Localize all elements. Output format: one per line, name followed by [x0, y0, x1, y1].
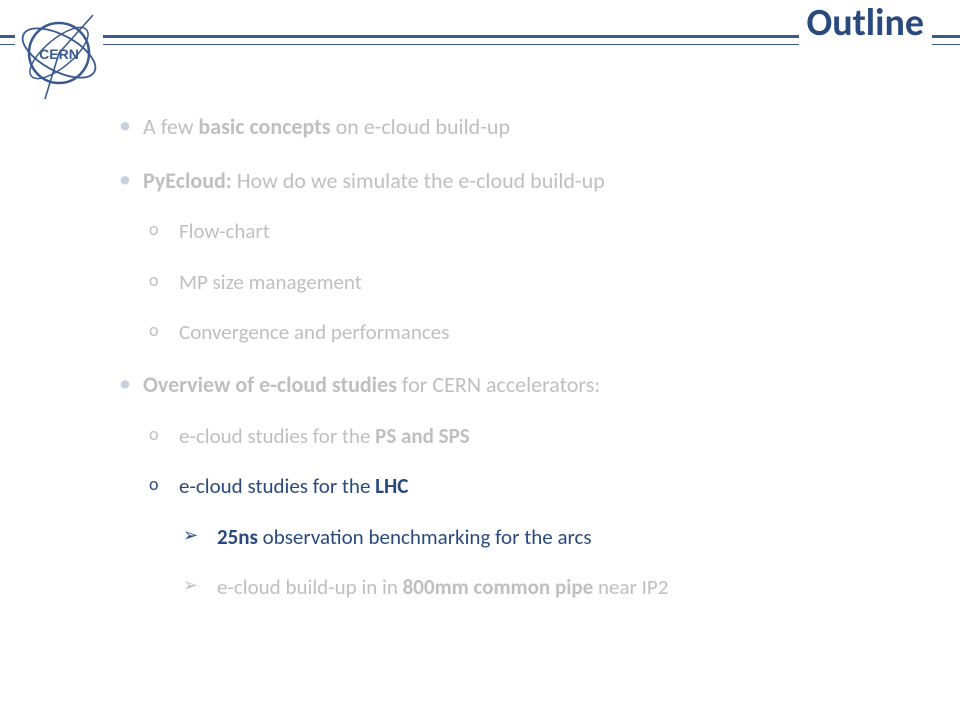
- sub-convergence: Convergence and performances: [143, 318, 920, 346]
- svg-text:CERN: CERN: [39, 46, 79, 62]
- sub-flowchart: Flow-chart: [143, 217, 920, 245]
- outline-content: A few basic concepts on e-cloud build-up…: [115, 112, 920, 625]
- subsub-800mm: e-cloud build-up in in 800mm common pipe…: [179, 573, 920, 601]
- slide-title: Outline: [799, 0, 932, 46]
- bullet-basic-concepts: A few basic concepts on e-cloud build-up: [115, 112, 920, 142]
- bullet-pyecloud: PyEcloud: How do we simulate the e-cloud…: [115, 166, 920, 347]
- cern-logo: CERN: [15, 5, 103, 100]
- sub-lhc: e-cloud studies for the LHC 25ns observa…: [143, 472, 920, 601]
- bullet-overview: Overview of e-cloud studies for CERN acc…: [115, 370, 920, 601]
- subsub-25ns: 25ns observation benchmarking for the ar…: [179, 523, 920, 551]
- sub-ps-sps: e-cloud studies for the PS and SPS: [143, 422, 920, 450]
- sub-mp-size: MP size management: [143, 268, 920, 296]
